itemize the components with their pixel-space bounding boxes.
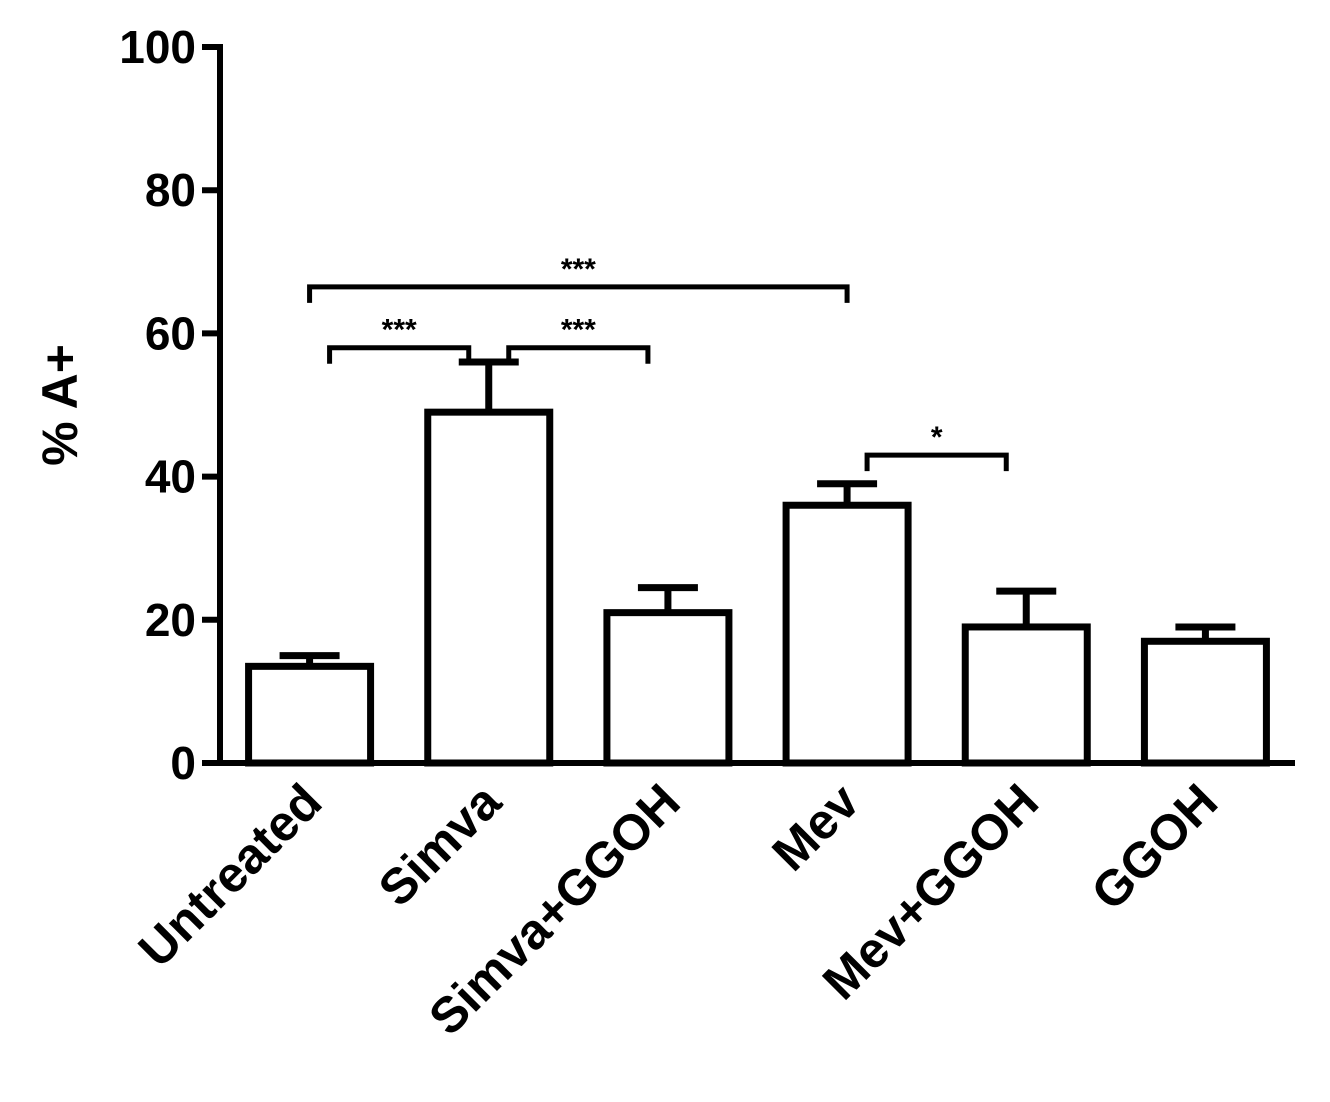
y-axis: 0 20 40 60 80 100	[119, 21, 223, 789]
bars	[245, 408, 1270, 767]
bar-simva-ggoh	[603, 609, 733, 767]
y-tick-label: 20	[145, 594, 196, 646]
significance-label: ***	[561, 314, 596, 347]
significance-bracket	[506, 345, 651, 364]
significance-bracket	[864, 452, 1009, 472]
significance-bracket	[327, 345, 472, 364]
y-tick-label: 40	[145, 451, 196, 503]
significance-brackets: ****** ****	[307, 253, 1009, 472]
error-bars	[279, 358, 1236, 667]
x-tick-label: Simva	[368, 772, 513, 917]
bar-mev-ggoh	[961, 623, 1091, 767]
bar-untreated	[245, 662, 375, 767]
y-tick-label: 0	[170, 737, 196, 789]
significance-label: ***	[561, 253, 596, 286]
x-tick-label: GGOH	[1081, 773, 1229, 921]
bar-mev	[782, 501, 912, 767]
bar-ggoh	[1140, 637, 1270, 767]
y-tick-label: 60	[145, 307, 196, 359]
y-axis-label: % A+	[32, 344, 88, 466]
x-tick-label: Mev	[761, 773, 870, 882]
significance-label: ***	[382, 314, 417, 347]
y-tick-label: 100	[119, 21, 196, 73]
y-tick-label: 80	[145, 164, 196, 216]
significance-bracket	[307, 284, 850, 303]
bar-simva	[424, 408, 554, 767]
significance-label: *	[931, 421, 943, 454]
x-tick-label: Untreated	[128, 773, 333, 978]
